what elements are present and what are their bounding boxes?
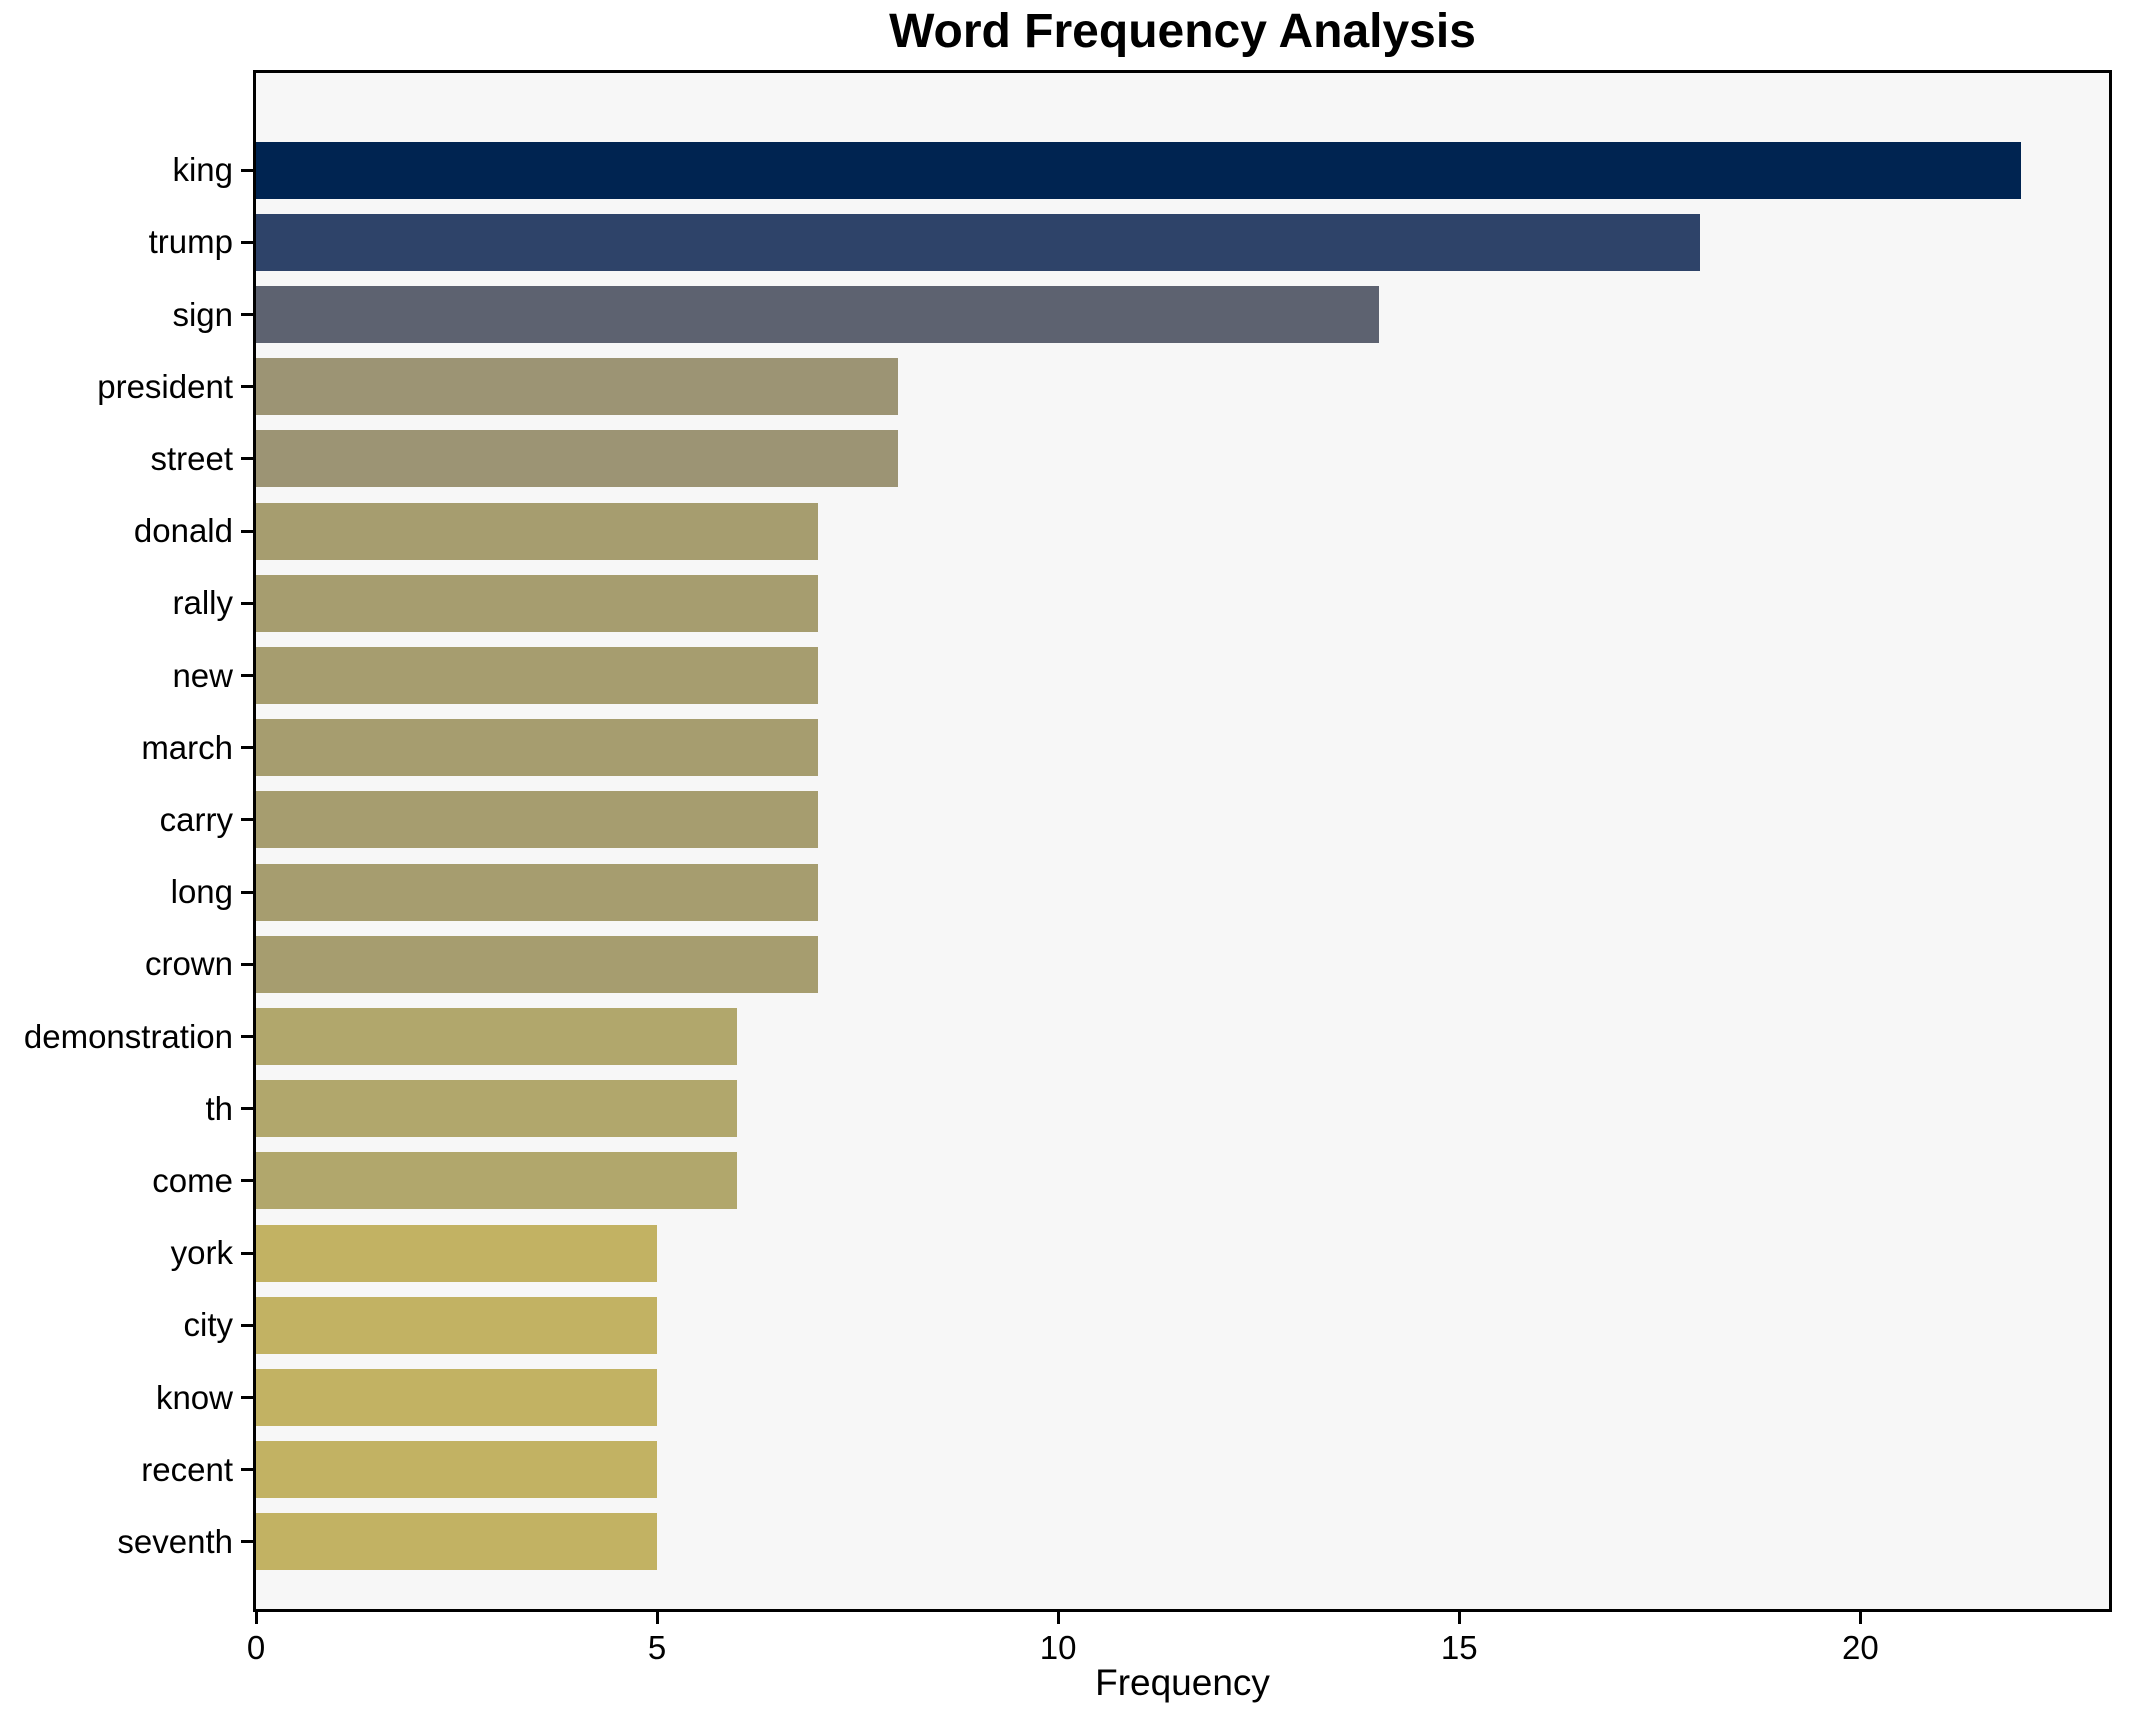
y-tick-label-sign: sign: [172, 295, 233, 333]
y-tick-label-new: new: [172, 656, 233, 694]
y-tick-mark: [241, 1396, 253, 1399]
bar-long: [256, 863, 818, 921]
bar-know: [256, 1369, 658, 1426]
y-tick-mark: [241, 457, 253, 461]
y-tick-label-donald: donald: [133, 512, 233, 550]
y-tick-mark: [241, 1468, 253, 1472]
x-axis-label: Frequency: [1095, 1662, 1270, 1703]
bar-come: [256, 1152, 738, 1210]
x-tick-label-0: 0: [246, 1629, 266, 1666]
y-tick-mark: [241, 1323, 253, 1327]
bar-march: [256, 719, 818, 777]
x-tick-mark: [655, 1612, 659, 1624]
y-tick-mark: [241, 890, 253, 894]
x-tick-label-10: 10: [1039, 1629, 1077, 1666]
y-tick-label-know: know: [155, 1378, 233, 1416]
y-tick-mark: [241, 168, 253, 172]
y-tick-mark: [241, 1179, 253, 1183]
y-tick-mark: [241, 1107, 253, 1111]
y-tick-label-trump: trump: [148, 223, 233, 261]
y-tick-label-rally: rally: [172, 584, 233, 622]
x-tick-label-20: 20: [1841, 1629, 1879, 1666]
y-tick-label-th: th: [205, 1089, 233, 1127]
x-tick-mark: [254, 1612, 258, 1624]
y-tick-mark: [241, 818, 253, 822]
bar-street: [256, 430, 898, 488]
bar-new: [256, 647, 818, 704]
y-tick-label-seventh: seventh: [117, 1522, 233, 1560]
y-tick-label-come: come: [152, 1161, 233, 1199]
y-tick-mark: [241, 1540, 253, 1544]
y-tick-label-king: king: [172, 151, 233, 189]
y-tick-label-street: street: [150, 439, 233, 477]
y-tick-mark: [241, 529, 253, 533]
bar-carry: [256, 791, 818, 849]
bar-demonstration: [256, 1008, 738, 1065]
bar-sign: [256, 286, 1380, 343]
y-tick-label-york: york: [170, 1234, 233, 1272]
y-tick-mark: [241, 962, 253, 966]
y-tick-label-crown: crown: [144, 945, 233, 983]
y-tick-mark: [241, 746, 253, 750]
y-tick-label-demonstration: demonstration: [23, 1017, 233, 1055]
bar-crown: [256, 935, 818, 993]
bar-king: [256, 141, 2021, 199]
chart-title: Word Frequency Analysis: [889, 5, 1476, 58]
bar-th: [256, 1080, 738, 1138]
bar-trump: [256, 213, 1700, 271]
y-tick-mark: [241, 240, 253, 244]
bar-president: [256, 358, 898, 416]
y-tick-mark: [241, 1251, 253, 1255]
plot-area: [253, 70, 2112, 1612]
y-tick-mark: [241, 601, 253, 605]
y-tick-label-city: city: [183, 1306, 234, 1344]
bar-york: [256, 1224, 658, 1282]
x-tick-mark: [1457, 1612, 1461, 1624]
x-tick-mark: [1858, 1612, 1862, 1624]
y-tick-mark: [241, 674, 253, 677]
y-tick-label-president: president: [97, 367, 233, 405]
bar-recent: [256, 1441, 658, 1499]
y-tick-label-march: march: [141, 728, 233, 766]
x-tick-label-15: 15: [1440, 1629, 1478, 1666]
y-tick-label-long: long: [170, 873, 233, 911]
bar-city: [256, 1296, 658, 1354]
x-tick-label-5: 5: [647, 1629, 667, 1666]
y-tick-label-carry: carry: [159, 800, 233, 838]
y-tick-mark: [241, 313, 253, 316]
bar-seventh: [256, 1513, 658, 1571]
bar-rally: [256, 574, 818, 632]
y-tick-mark: [241, 1035, 253, 1038]
y-tick-label-recent: recent: [141, 1450, 233, 1488]
x-tick-mark: [1056, 1612, 1060, 1624]
y-tick-mark: [241, 385, 253, 389]
bar-donald: [256, 502, 818, 560]
